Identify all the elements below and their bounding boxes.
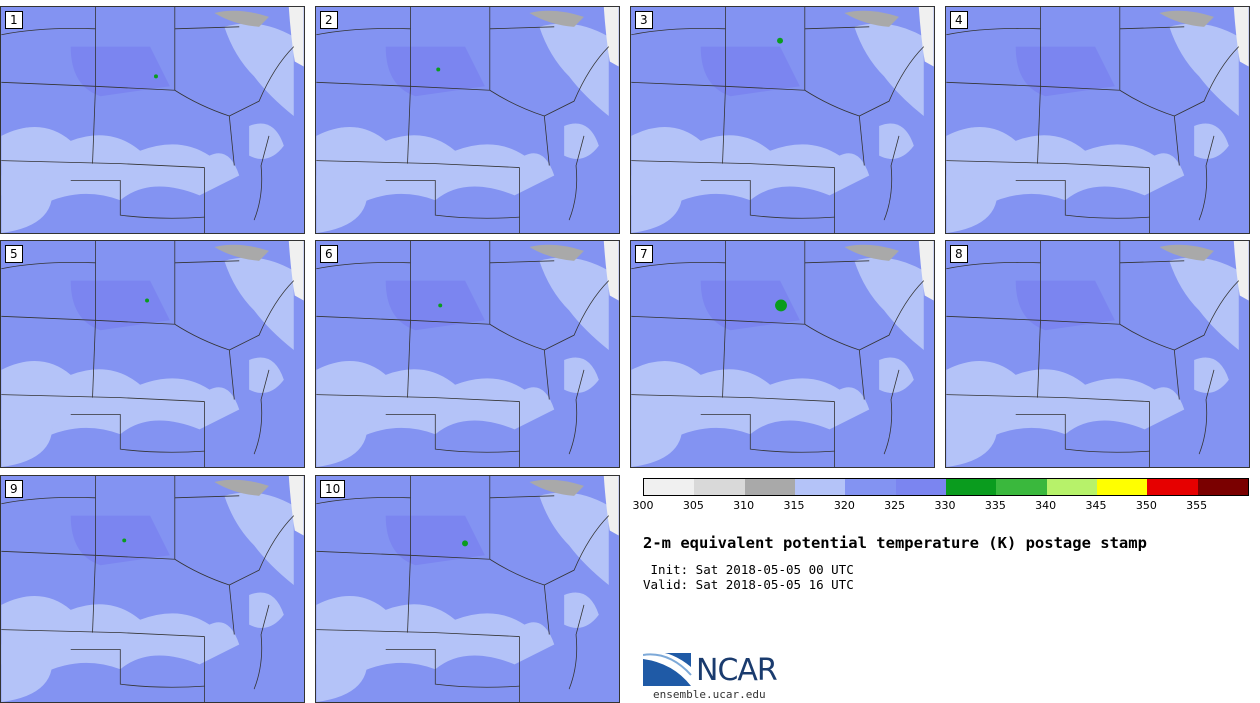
time-info: Init: Sat 2018-05-05 00 UTC Valid: Sat 2… [643,562,854,592]
map-panel: 3 [630,6,935,234]
colorbar-tick-label: 305 [682,499,704,512]
colorbar-swatch [1197,479,1248,495]
panel-label: 7 [635,245,653,263]
colorbar-tick-label: 355 [1186,499,1208,512]
colorbar-tick-label: 330 [934,499,956,512]
map-field [316,7,619,233]
colorbar-swatch [845,479,896,495]
colorbar-swatch [1096,479,1148,495]
map-panel: 4 [945,6,1250,234]
panel-label: 5 [5,245,23,263]
map-panel: 2 [315,6,620,234]
colorbar-tick-label: 315 [783,499,805,512]
init-time: Init: Sat 2018-05-05 00 UTC [643,562,854,577]
map-panel: 10 [315,475,620,703]
map-panel: 6 [315,240,620,468]
map-panel: 9 [0,475,305,703]
panel-label: 9 [5,480,23,498]
colorbar-swatch [945,479,997,495]
colorbar-tick-label: 310 [733,499,755,512]
map-field [1,241,304,467]
colorbar [643,478,1249,496]
map-field [946,241,1249,467]
map-field [316,476,619,702]
panel-label: 1 [5,11,23,29]
colorbar-tick-label: 345 [1085,499,1107,512]
colorbar-tick-label: 335 [984,499,1006,512]
colorbar-tick-label: 350 [1135,499,1157,512]
panel-label: 2 [320,11,338,29]
map-panel: 5 [0,240,305,468]
map-field [631,241,934,467]
panel-label: 8 [950,245,968,263]
colorbar-swatch [644,479,695,495]
colorbar-tick-label: 325 [884,499,906,512]
site-url: ensemble.ucar.edu [653,688,766,701]
panel-label: 6 [320,245,338,263]
map-field [631,7,934,233]
colorbar-swatch [1147,479,1198,495]
valid-time: Valid: Sat 2018-05-05 16 UTC [643,577,854,592]
map-panel: 1 [0,6,305,234]
colorbar-swatch [694,479,745,495]
map-field [316,241,619,467]
map-field [1,7,304,233]
panel-label: 3 [635,11,653,29]
plot-title: 2-m equivalent potential temperature (K)… [643,534,1147,552]
map-panel: 8 [945,240,1250,468]
panel-label: 10 [320,480,346,498]
colorbar-tick-label: 340 [1035,499,1057,512]
colorbar-swatch [794,479,846,495]
map-field [1,476,304,702]
map-field [946,7,1249,233]
colorbar-swatch [996,479,1047,495]
panel-label: 4 [950,11,968,29]
colorbar-swatch [895,479,946,495]
colorbar-tick-label: 320 [833,499,855,512]
colorbar-swatch [1046,479,1097,495]
logo-text: NCAR [696,653,778,688]
colorbar-ticks: 300 305 310 315 320 325 330 335 340 345 350 355 [633,499,1247,513]
colorbar-tick-label: 300 [632,499,654,512]
colorbar-swatch [744,479,795,495]
map-panel: 7 [630,240,935,468]
ncar-logo [643,651,692,686]
